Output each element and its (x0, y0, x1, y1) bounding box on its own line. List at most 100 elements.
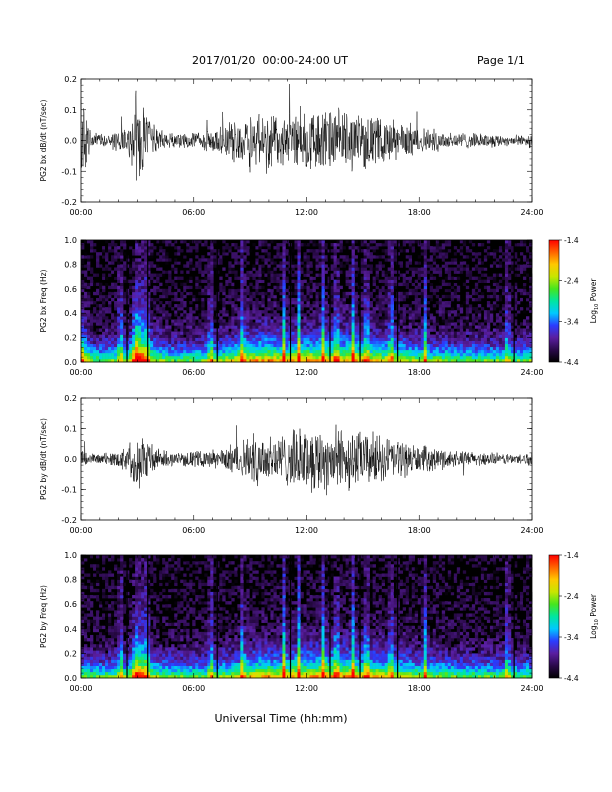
heatmap-cell (204, 325, 208, 329)
heatmap-cell (132, 279, 136, 283)
heatmap-cell (81, 273, 85, 277)
heatmap-cell (213, 340, 217, 344)
heatmap-cell (339, 346, 343, 351)
heatmap-cell (507, 276, 512, 280)
heatmap-cell (456, 304, 461, 308)
heatmap-cell (222, 322, 226, 326)
heatmap-cell (90, 325, 94, 329)
heatmap-cell (135, 285, 139, 290)
heatmap-cell (447, 267, 452, 271)
heatmap-cell (468, 301, 473, 305)
heatmap-cell (315, 358, 319, 363)
heatmap-cell (276, 319, 280, 323)
heatmap-cell (360, 264, 364, 268)
heatmap-cell (333, 285, 337, 290)
heatmap-cell (402, 282, 407, 287)
heatmap-cell (315, 307, 319, 311)
heatmap-cell (402, 243, 407, 247)
heatmap-cell (465, 264, 470, 268)
heatmap-cell (369, 340, 373, 344)
heatmap-cell (306, 304, 310, 308)
heatmap-cell (390, 240, 394, 244)
heatmap-cell (135, 252, 139, 256)
heatmap-cell (324, 337, 328, 341)
heatmap-cell (261, 255, 265, 259)
heatmap-cell (240, 322, 244, 326)
heatmap-cell (522, 304, 527, 308)
heatmap-cell (465, 294, 470, 299)
heatmap-cell (306, 264, 310, 268)
heatmap-cell (378, 310, 382, 314)
heatmap-cell (198, 240, 202, 244)
heatmap-cell (285, 316, 289, 320)
heatmap-cell (420, 352, 425, 357)
heatmap-cell (231, 328, 235, 332)
heatmap-cell (249, 316, 253, 320)
heatmap-cell (81, 313, 85, 317)
heatmap-cell (393, 316, 397, 320)
heatmap-cell (162, 258, 166, 262)
heatmap-cell (489, 319, 494, 323)
heatmap-cell (477, 352, 482, 357)
heatmap-cell (258, 288, 262, 293)
heatmap-cell (381, 358, 385, 363)
heatmap-cell (231, 267, 235, 271)
heatmap-cell (375, 313, 379, 317)
heatmap-cell (150, 343, 154, 348)
heatmap-cell (261, 346, 265, 351)
heatmap-cell (360, 285, 364, 290)
heatmap-cell (327, 285, 331, 290)
heatmap-cell (186, 358, 190, 363)
heatmap-cell (120, 270, 124, 274)
heatmap-cell (93, 261, 97, 265)
heatmap-cell (345, 334, 349, 338)
heatmap-cell (456, 358, 461, 363)
heatmap-cell (504, 358, 509, 363)
heatmap-cell (336, 304, 340, 308)
heatmap-cell (300, 301, 304, 305)
heatmap-cell (357, 316, 361, 320)
heatmap-cell (480, 343, 485, 348)
heatmap-cell (306, 331, 310, 335)
heatmap-cell (81, 261, 85, 265)
heatmap-cell (348, 319, 352, 323)
heatmap-cell (489, 337, 494, 341)
heatmap-cell (159, 313, 163, 317)
heatmap-cell (252, 328, 256, 332)
heatmap-cell (363, 255, 367, 259)
heatmap-cell (399, 328, 404, 332)
heatmap-cell (210, 288, 214, 293)
heatmap-cell (357, 331, 361, 335)
heatmap-cell (369, 349, 373, 354)
heatmap-cell (159, 358, 163, 363)
heatmap-cell (294, 319, 298, 323)
heatmap-cell (360, 340, 364, 344)
heatmap-cell (363, 334, 367, 338)
heatmap-cell (183, 343, 187, 348)
heatmap-cell (105, 319, 109, 323)
heatmap-cell (390, 270, 394, 274)
heatmap-cell (339, 255, 343, 259)
heatmap-cell (219, 334, 223, 338)
heatmap-cell (168, 325, 172, 329)
heatmap-cell (372, 319, 376, 323)
heatmap-cell (381, 343, 385, 348)
heatmap-cell (108, 243, 112, 247)
heatmap-cell (303, 337, 307, 341)
heatmap-cell (81, 310, 85, 314)
heatmap-cell (192, 346, 196, 351)
heatmap-cell (465, 322, 470, 326)
heatmap-cell (381, 349, 385, 354)
heatmap-cell (342, 246, 346, 250)
heatmap-cell (225, 282, 229, 287)
heatmap-cell (483, 261, 488, 265)
heatmap-cell (81, 319, 85, 323)
heatmap-cell (477, 243, 482, 247)
heatmap-cell (522, 255, 527, 259)
heatmap-cell (300, 291, 304, 296)
bx-spectrogram-cells (81, 240, 533, 363)
heatmap-cell (366, 325, 370, 329)
heatmap-cell (93, 337, 97, 341)
heatmap-cell (246, 334, 250, 338)
heatmap-cell (516, 270, 521, 274)
